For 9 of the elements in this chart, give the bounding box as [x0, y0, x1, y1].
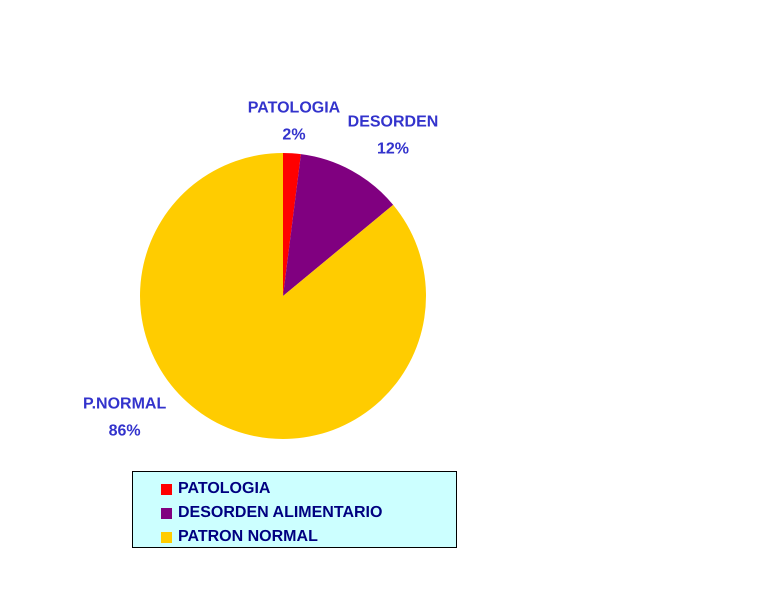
data-label: 2%: [282, 126, 306, 144]
legend-label: DESORDEN ALIMENTARIO: [178, 504, 382, 522]
legend-label: PATRON NORMAL: [178, 528, 318, 546]
legend-label: PATOLOGIA: [178, 480, 270, 498]
data-label: 12%: [376, 140, 410, 158]
data-label: 86%: [108, 422, 141, 440]
text: DESORDEN: [348, 114, 438, 131]
text: P.NORMAL: [82, 395, 166, 412]
slice-label: PATOLOGIA: [248, 99, 341, 116]
